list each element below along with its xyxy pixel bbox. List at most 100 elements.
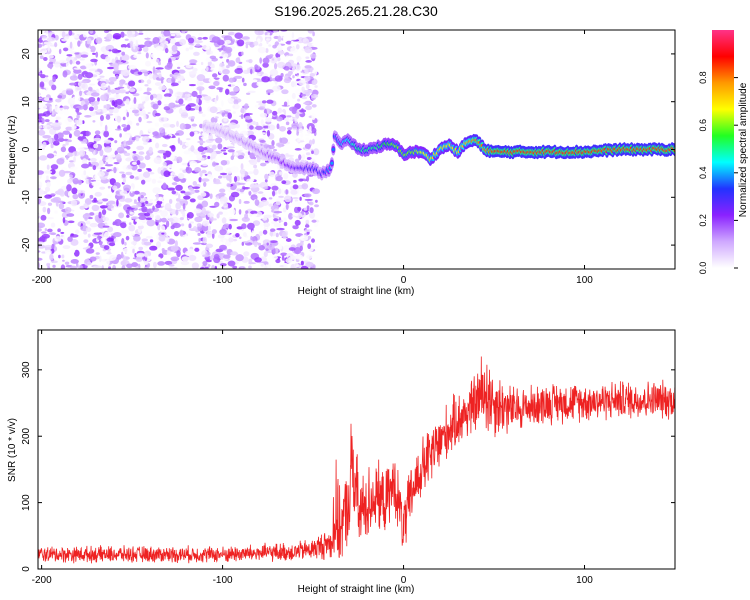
heatmap-noise-cell <box>173 231 180 237</box>
heatmap-noise-cell <box>67 139 72 143</box>
heatmap-noise-cell <box>227 260 236 267</box>
heatmap-noise-cell <box>301 96 308 100</box>
heatmap-noise-cell <box>189 131 195 137</box>
heatmap-noise-cell <box>55 116 62 120</box>
colorbar-tick-label: 0.0 <box>698 262 708 275</box>
heatmap-noise-cell <box>201 155 207 158</box>
heatmap-noise-cell <box>303 207 308 211</box>
heatmap-noise-cell <box>129 40 134 48</box>
heatmap-noise-cell <box>61 212 69 219</box>
heatmap-noise-cell <box>294 212 299 217</box>
heatmap-noise-cell <box>238 198 242 205</box>
heatmap-noise-cell <box>143 241 152 246</box>
heatmap-noise-cell <box>85 220 91 225</box>
heatmap-noise-cell <box>257 191 264 194</box>
heatmap-noise-cell <box>180 178 186 183</box>
heatmap-noise-cell <box>281 180 287 185</box>
heatmap-noise-cell <box>266 99 274 104</box>
heatmap-noise-cell <box>163 196 171 200</box>
heatmap-noise-cell <box>96 216 104 224</box>
heatmap-noise-cell <box>230 166 239 173</box>
heatmap-noise-cell <box>139 69 148 72</box>
x-tick-label: -200 <box>32 275 52 286</box>
heatmap-noise-cell <box>129 211 134 215</box>
heatmap-noise-cell <box>179 140 183 146</box>
heatmap-noise-cell <box>73 156 76 163</box>
heatmap-noise-cell <box>149 239 154 243</box>
heatmap-noise-cell <box>122 195 125 200</box>
heatmap-noise-cell <box>40 74 46 79</box>
heatmap-noise-cell <box>136 87 143 92</box>
heatmap-noise-cell <box>274 75 283 82</box>
heatmap-noise-cell <box>197 140 206 144</box>
heatmap-noise-cell <box>208 78 216 83</box>
heatmap-noise-cell <box>119 133 122 138</box>
heatmap-noise-cell <box>88 68 98 72</box>
heatmap-noise-cell <box>236 175 240 182</box>
heatmap-noise-cell <box>246 164 251 167</box>
heatmap-noise-cell <box>266 129 271 137</box>
heatmap-noise-cell <box>265 248 269 251</box>
heatmap-noise-cell <box>216 213 220 219</box>
heatmap-noise-cell <box>51 243 55 251</box>
heatmap-noise-cell <box>178 69 186 74</box>
heatmap-noise-cell <box>70 265 77 269</box>
heatmap-noise-cell <box>83 258 91 266</box>
heatmap-noise-cell <box>238 236 242 240</box>
heatmap-noise-cell <box>109 126 112 134</box>
heatmap-noise-cell <box>161 143 168 148</box>
heatmap-noise-cell <box>56 178 63 186</box>
heatmap-noise-cell <box>112 62 119 68</box>
heatmap-noise-cell <box>278 195 285 198</box>
heatmap-noise-cell <box>241 216 250 222</box>
heatmap-noise-cell <box>154 122 160 127</box>
heatmap-noise-cell <box>207 212 214 218</box>
heatmap-noise-cell <box>56 132 64 139</box>
heatmap-noise-cell <box>237 182 246 185</box>
heatmap-noise-cell <box>101 209 107 215</box>
heatmap-noise-cell <box>76 114 80 119</box>
heatmap-noise-cell <box>66 88 73 91</box>
heatmap-noise-cell <box>144 155 151 161</box>
heatmap-noise-cell <box>152 66 156 74</box>
heatmap-noise-cell <box>179 123 186 130</box>
heatmap-noise-cell <box>246 67 250 74</box>
heatmap-noise-cell <box>232 265 238 269</box>
heatmap-x-ticks: -200 -100 0 100 <box>32 30 593 286</box>
heatmap-noise-cell <box>113 94 121 100</box>
heatmap-noise-cell <box>251 79 258 83</box>
heatmap-noise-cell <box>67 152 74 157</box>
heatmap-noise-cell <box>281 184 289 189</box>
heatmap-noise-cell <box>307 243 312 250</box>
heatmap-noise-cell <box>292 197 299 200</box>
heatmap-noise-cell <box>216 195 219 199</box>
heatmap-noise-cell <box>300 260 304 266</box>
heatmap-noise-cell <box>136 223 144 227</box>
heatmap-noise-cell <box>204 173 208 176</box>
heatmap-noise-cell <box>133 190 140 195</box>
y-tick-label: 300 <box>21 361 32 378</box>
heatmap-noise-cell <box>164 47 169 54</box>
heatmap-noise-cell <box>77 40 81 47</box>
heatmap-noise-cell <box>170 225 175 230</box>
heatmap-noise-cell <box>68 133 72 139</box>
heatmap-noise-cell <box>38 198 41 205</box>
heatmap-noise-cell <box>60 231 65 234</box>
heatmap-noise-cell <box>170 36 175 39</box>
heatmap-noise-cell <box>257 242 262 246</box>
heatmap-noise-cell <box>169 123 176 128</box>
heatmap-noise-cell <box>114 140 118 144</box>
heatmap-noise-cell <box>248 59 253 64</box>
heatmap-noise-cell <box>71 113 77 119</box>
heatmap-noise-cell <box>80 54 89 58</box>
heatmap-noise-cell <box>49 57 56 64</box>
heatmap-noise-cell <box>47 228 53 233</box>
heatmap-noise-cell <box>269 69 279 77</box>
heatmap-noise-cell <box>68 82 77 86</box>
heatmap-noise-cell <box>283 195 292 203</box>
heatmap-noise-cell <box>121 173 126 178</box>
heatmap-noise-cell <box>262 62 269 68</box>
heatmap-noise-cell <box>301 86 305 92</box>
heatmap-noise-cell <box>97 235 100 240</box>
heatmap-noise-cell <box>101 264 104 269</box>
